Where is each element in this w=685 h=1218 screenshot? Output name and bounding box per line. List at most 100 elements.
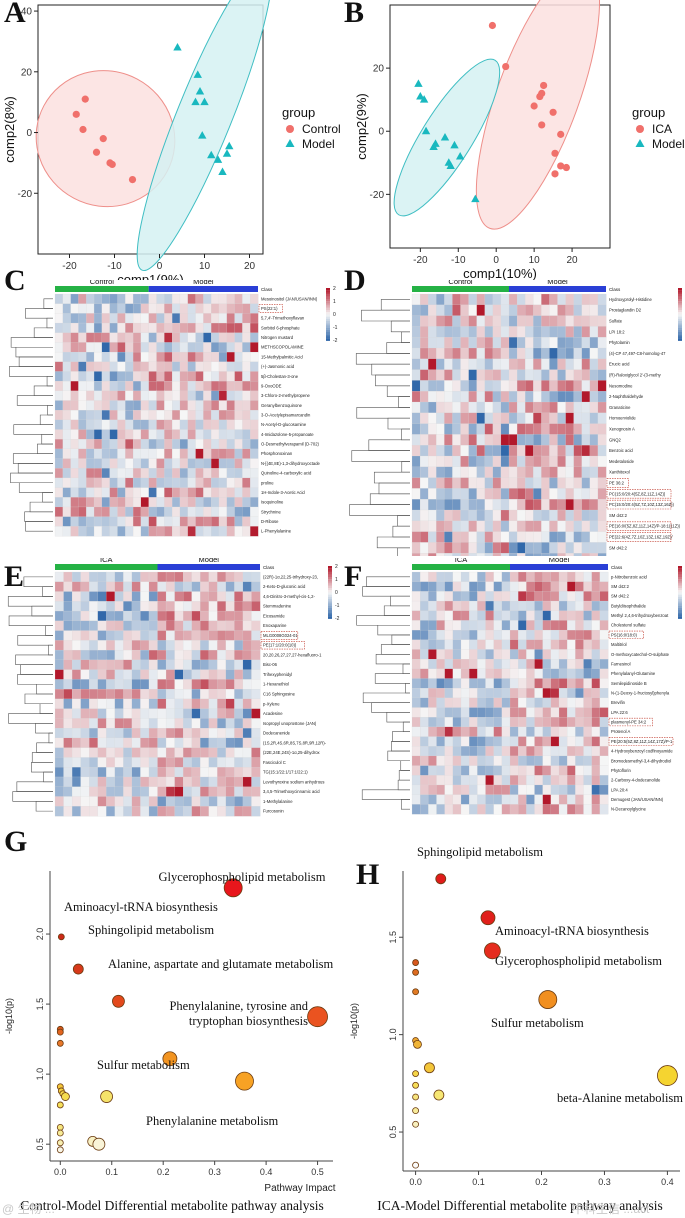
heatmap-cell bbox=[533, 380, 542, 392]
heatmap-cell bbox=[211, 390, 220, 401]
heatmap-cell bbox=[172, 390, 181, 401]
heatmap-cell bbox=[148, 342, 157, 353]
heatmap-cell bbox=[211, 439, 220, 450]
row-label: TG(15:1/22:1/17:1/22:1) bbox=[263, 770, 308, 775]
scale-swatch bbox=[328, 585, 332, 589]
heatmap-cell bbox=[573, 347, 583, 360]
heatmap-cell bbox=[109, 468, 118, 479]
heatmap-cell bbox=[165, 708, 175, 719]
heatmap-cell bbox=[534, 620, 544, 631]
heatmap-cell bbox=[460, 794, 470, 805]
heatmap-cell bbox=[114, 776, 124, 788]
heatmap-cell bbox=[234, 737, 244, 749]
heatmap-cell bbox=[140, 322, 150, 334]
dendrogram-branch bbox=[39, 703, 53, 714]
heatmap-cell bbox=[411, 610, 421, 621]
heatmap-cell bbox=[468, 358, 478, 371]
heatmap-cell bbox=[500, 304, 510, 316]
heatmap-cell bbox=[97, 659, 107, 670]
heatmap-cell bbox=[54, 640, 64, 651]
heatmap-cell bbox=[234, 332, 243, 343]
row-label: Bisc-06 bbox=[263, 662, 278, 667]
heatmap-cell bbox=[148, 400, 157, 411]
heatmap-cell bbox=[109, 371, 118, 382]
heatmap-cell bbox=[436, 293, 445, 306]
heatmap-cell bbox=[80, 786, 90, 797]
heatmap-cell bbox=[218, 468, 228, 479]
heatmap-cell bbox=[550, 736, 560, 747]
heatmap-cell bbox=[211, 381, 220, 392]
heatmap-cell bbox=[411, 369, 421, 381]
heatmap-cell bbox=[93, 468, 103, 479]
heatmap-cell bbox=[428, 571, 437, 583]
heatmap-cell bbox=[63, 737, 73, 749]
heatmap-cell bbox=[234, 458, 243, 469]
point-control bbox=[81, 95, 89, 103]
scale-swatch bbox=[326, 296, 330, 300]
scale-swatch bbox=[326, 321, 330, 324]
heatmap-cell bbox=[106, 767, 116, 778]
heatmap-cell bbox=[109, 526, 118, 537]
heatmap-cell bbox=[62, 468, 72, 479]
heatmap-cell bbox=[172, 458, 181, 469]
heatmap-cell bbox=[174, 649, 184, 661]
pathway-label: Aminoacyl-tRNA biosynthesis bbox=[64, 900, 218, 914]
heatmap-cell bbox=[234, 468, 243, 479]
heatmap-cell bbox=[477, 620, 486, 631]
heatmap-cell bbox=[509, 600, 519, 612]
heatmap-cell bbox=[420, 755, 429, 766]
heatmap-cell bbox=[125, 448, 134, 459]
heatmap-cell bbox=[70, 497, 79, 508]
heatmap-cell bbox=[125, 313, 134, 324]
heatmap-cell bbox=[242, 806, 252, 817]
heatmap-cell bbox=[525, 401, 534, 414]
heatmap-cell bbox=[444, 668, 454, 679]
heatmap-cell bbox=[485, 784, 495, 796]
heatmap-cell bbox=[80, 640, 90, 651]
heatmap-cell bbox=[172, 419, 181, 430]
heatmap-cell bbox=[599, 784, 609, 796]
heatmap-cell bbox=[62, 458, 72, 469]
heatmap-cell bbox=[591, 736, 601, 747]
heatmap-cell bbox=[187, 429, 196, 440]
heatmap-cell bbox=[106, 571, 116, 583]
heatmap-cell bbox=[589, 358, 599, 371]
heatmap-cell bbox=[251, 737, 261, 749]
heatmap-cell bbox=[165, 620, 175, 631]
heatmap-cell bbox=[242, 477, 251, 488]
heatmap-cell bbox=[125, 390, 134, 401]
heatmap-cell bbox=[54, 786, 64, 797]
heatmap-cell bbox=[251, 708, 261, 719]
heatmap-cell bbox=[78, 468, 87, 479]
heatmap-cell bbox=[165, 718, 175, 729]
heatmap-cell bbox=[140, 448, 150, 459]
heatmap-cell bbox=[573, 412, 583, 425]
heatmap-cell bbox=[157, 610, 167, 622]
heatmap-cell bbox=[452, 347, 461, 360]
heatmap-cell bbox=[200, 776, 210, 788]
heatmap-cell bbox=[565, 337, 575, 349]
heatmap-cell bbox=[452, 726, 462, 737]
row-label: PE(22:6(4Z,7Z,10Z,13Z,16Z,19Z)/ bbox=[609, 535, 673, 540]
scale-label: 0 bbox=[333, 312, 336, 318]
heatmap-cell bbox=[70, 361, 79, 372]
heatmap-cell bbox=[86, 419, 95, 430]
heatmap-cell bbox=[172, 371, 181, 382]
heatmap-cell bbox=[485, 736, 495, 747]
heatmap-cell bbox=[428, 337, 437, 349]
heatmap-cell bbox=[468, 499, 478, 511]
heatmap-cell bbox=[493, 649, 503, 660]
heatmap-cell bbox=[436, 591, 446, 602]
heatmap-cell bbox=[164, 313, 173, 324]
group-label: ICA bbox=[455, 558, 468, 564]
heatmap-cell bbox=[428, 765, 437, 776]
scale-swatch bbox=[678, 338, 682, 341]
heatmap-cell bbox=[500, 293, 510, 306]
heatmap-cell bbox=[125, 351, 134, 363]
heatmap-cell bbox=[452, 337, 461, 349]
heatmap-cell bbox=[428, 591, 437, 602]
heatmap-cell bbox=[460, 499, 469, 511]
heatmap-cell bbox=[164, 468, 173, 479]
heatmap-cell bbox=[211, 419, 220, 430]
